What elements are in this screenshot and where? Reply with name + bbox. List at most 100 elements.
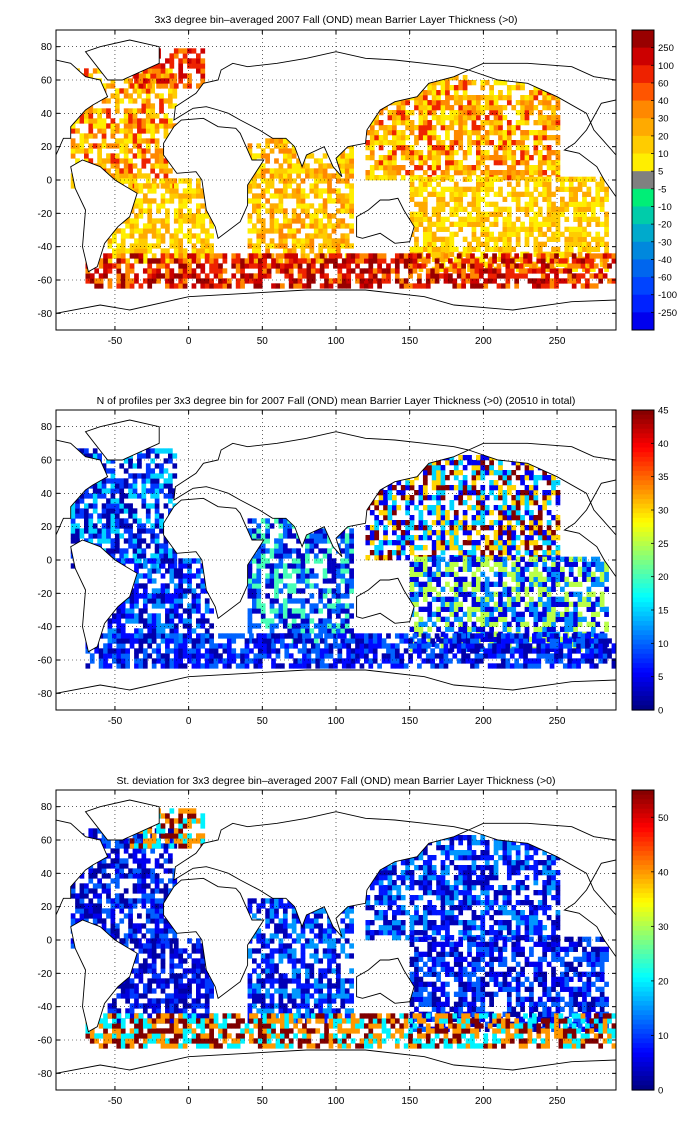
data-bin [327,233,332,239]
data-bin [409,545,415,551]
data-bin [137,123,142,129]
data-bin [467,140,472,146]
data-bin [187,603,192,609]
data-bin [480,196,486,202]
data-bin [257,278,263,284]
data-bin [489,231,494,237]
data-bin [331,578,337,584]
data-bin [204,273,210,279]
data-bin [178,263,184,269]
data-bin [119,508,125,514]
data-bin [269,253,275,259]
data-bin [502,480,508,486]
data-bin [331,213,337,219]
data-bin [368,253,374,259]
data-bin [511,540,517,546]
data-bin [269,628,275,634]
data-bin [443,278,449,284]
data-bin [467,525,472,531]
data-bin [160,638,166,644]
data-bin [313,233,319,239]
data-bin [471,236,477,242]
data-bin [318,188,324,194]
data-bin [309,533,315,539]
data-bin [305,613,310,619]
data-bin [318,158,324,164]
data-bin [278,238,284,244]
data-bin [422,505,428,511]
data-bin [200,618,206,624]
data-bin [498,550,503,556]
data-bin [346,268,352,274]
data-bin [462,251,468,257]
data-bin [476,576,481,582]
data-bin [453,571,459,577]
data-bin [107,623,113,629]
data-bin [313,633,319,639]
data-bin [151,253,157,259]
data-bin [533,550,539,556]
data-bin [396,115,402,121]
data-bin [346,263,352,269]
data-bin [523,258,528,264]
data-bin [116,283,122,289]
data-bin [427,231,433,237]
data-bin [340,163,346,169]
data-bin [120,233,126,239]
data-bin [498,540,503,546]
data-bin [282,138,288,144]
data-bin [365,175,371,181]
data-bin [137,553,142,559]
data-bin [138,573,144,579]
data-bin [132,493,138,499]
data-bin [546,100,552,106]
data-bin [145,123,151,129]
data-bin [400,490,406,496]
land-outline [163,117,265,240]
data-bin [585,283,590,289]
data-bin [383,135,388,141]
data-bin [542,470,548,476]
data-bin [134,258,139,264]
data-bin [287,548,293,554]
data-bin [318,593,324,599]
data-bin [529,226,534,232]
data-bin [533,196,539,202]
data-bin [387,490,393,496]
data-bin [256,193,262,199]
data-bin [142,253,148,259]
data-bin [383,165,388,171]
data-bin [340,578,346,584]
data-bin [431,100,437,106]
data-bin [573,211,578,217]
data-bin [150,473,156,479]
data-bin [462,110,468,116]
data-bin [137,173,142,179]
data-bin [340,233,346,239]
data-bin [498,465,503,471]
data-bin [431,85,437,91]
data-bin [511,246,517,252]
data-bin [542,221,548,227]
data-bin [414,556,419,562]
data-bin [580,263,586,269]
data-bin [200,68,206,74]
data-bin [269,243,275,249]
data-bin [196,248,201,254]
data-bin [533,135,539,141]
data-bin [498,140,503,146]
data-bin [336,173,341,179]
data-bin [551,216,556,222]
data-bin [436,206,441,212]
data-bin [165,278,170,284]
data-bin [462,480,468,486]
data-bin [271,258,276,264]
data-bin [471,95,477,101]
data-bin [134,238,139,244]
data-bin [586,221,592,227]
data-bin [440,510,446,516]
data-bin [568,241,574,247]
data-bin [555,495,561,501]
data-bin [187,218,192,224]
data-bin [462,515,468,521]
